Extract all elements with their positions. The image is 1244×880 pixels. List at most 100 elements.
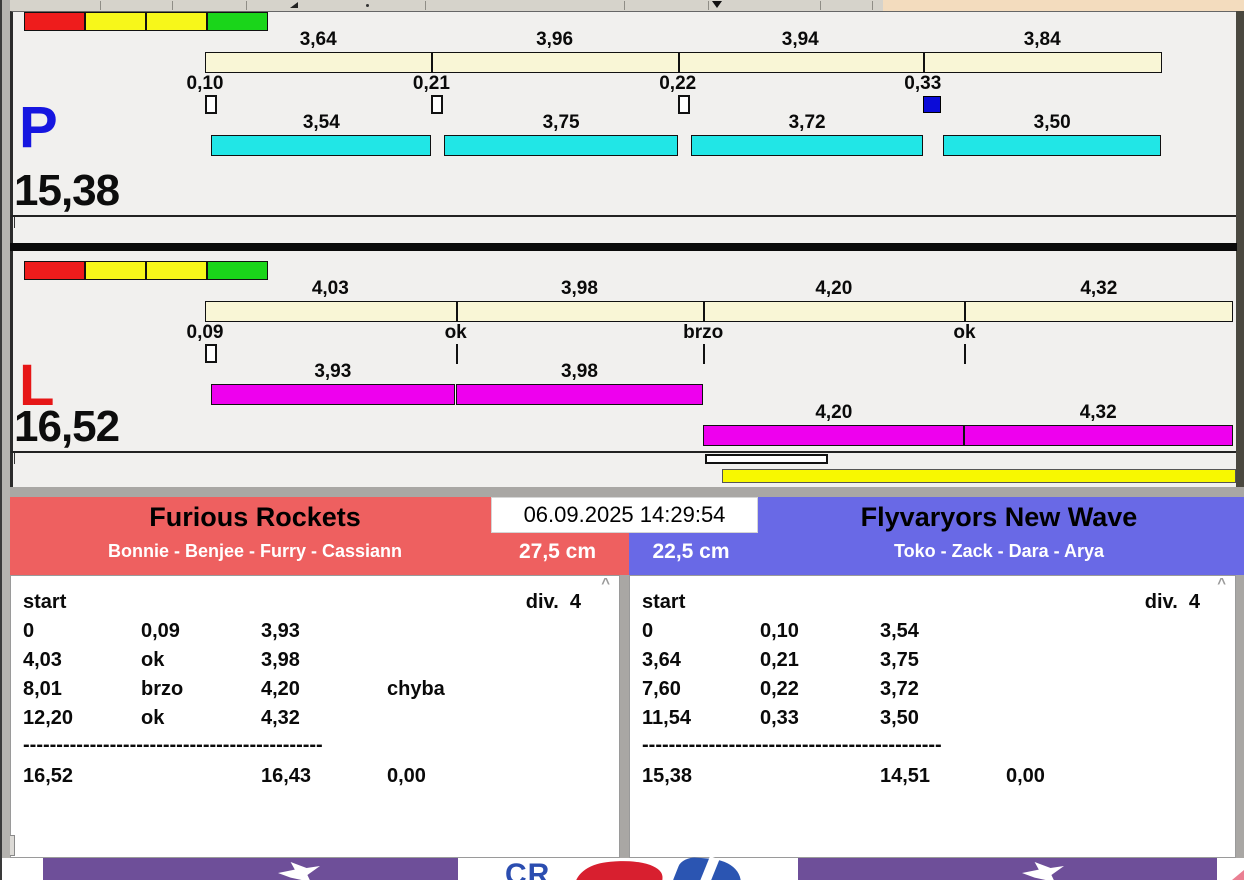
toolbar-wedge-icon xyxy=(290,2,298,8)
pink-corner-shape xyxy=(1232,870,1244,880)
run-time-label: 3,54 xyxy=(302,112,340,133)
gray-band xyxy=(0,487,1244,497)
status-square xyxy=(207,12,268,31)
status-square xyxy=(24,12,85,31)
left-window-edge xyxy=(0,0,2,880)
table-cell: 0,22 xyxy=(760,678,799,700)
marker-label: ok xyxy=(444,322,467,343)
segment-divider xyxy=(455,302,458,321)
split-table-left: ^ start div. 4 0 0,09 3,93 4,03 ok 3,98 8,01 brzo… xyxy=(10,575,620,858)
caret-tick xyxy=(14,453,15,464)
right-window-strip xyxy=(1236,11,1244,487)
marker-label: 0,22 xyxy=(659,73,697,94)
marker-square xyxy=(677,95,690,114)
table-header-start: start xyxy=(23,591,67,613)
table-cell: 3,50 xyxy=(880,707,919,729)
table-cell: 3,98 xyxy=(261,649,300,671)
scroll-up-arrow[interactable]: ^ xyxy=(1217,575,1226,592)
lane-underline xyxy=(11,451,1236,453)
table-total-cell: 14,51 xyxy=(880,765,931,787)
table-cell: 0,21 xyxy=(760,649,799,671)
table-cell: 4,20 xyxy=(261,678,300,700)
table-cell: 3,54 xyxy=(880,620,919,642)
team-left-members: Bonnie - Benjee - Furry - Cassiann xyxy=(107,541,403,561)
caret-tick xyxy=(14,217,15,228)
toolbar-separator xyxy=(820,1,821,10)
table-header-division: div. 4 xyxy=(525,591,581,613)
toolbar-separator xyxy=(172,1,173,10)
table-cell: 3,75 xyxy=(880,649,919,671)
table-cell: 8,01 xyxy=(23,678,62,700)
outline-bar xyxy=(705,454,829,464)
segment-total-bar xyxy=(205,301,1234,322)
lane-total: 15,38 xyxy=(14,166,120,215)
segment-time-label: 4,20 xyxy=(815,278,853,299)
table-total-cell: 16,52 xyxy=(23,765,74,787)
table-separator: ----------------------------------------… xyxy=(642,734,942,756)
run-bar xyxy=(211,135,432,156)
run-bar xyxy=(444,135,678,156)
table-header-division: div. 4 xyxy=(1144,591,1200,613)
run-bar xyxy=(963,425,1233,446)
run-time-label: 3,98 xyxy=(560,361,598,382)
split-table-right: ^ start div. 4 0 0,10 3,54 3,64 0,21 3,75 7,60 0,… xyxy=(629,575,1236,858)
timestamp-box: 06.09.2025 14:29:54 xyxy=(491,497,758,533)
run-time-label: 4,32 xyxy=(1079,402,1117,423)
table-cell: 11,54 xyxy=(642,707,691,729)
table-total-cell: 0,00 xyxy=(387,765,426,787)
status-square xyxy=(24,261,85,280)
table-cell: chyba xyxy=(387,678,445,700)
lane-letter: P xyxy=(19,95,58,160)
toolbar-separator xyxy=(100,1,101,10)
purple-banner-left xyxy=(43,858,458,880)
status-square xyxy=(207,261,268,280)
dove-icon xyxy=(1022,862,1064,880)
run-time-label: 3,93 xyxy=(314,361,352,382)
table-cell: 0,33 xyxy=(760,707,799,729)
run-bar xyxy=(703,425,965,446)
table-cell: 3,64 xyxy=(642,649,681,671)
team-left-name: Furious Rockets xyxy=(149,502,361,532)
yellow-bar xyxy=(721,469,1237,483)
toolbar-separator xyxy=(425,1,426,10)
lane-underline xyxy=(11,215,1236,217)
table-cell: 7,60 xyxy=(642,678,681,700)
run-time-label: 3,50 xyxy=(1033,112,1071,133)
toolbar-dropdown-icon[interactable] xyxy=(712,1,722,8)
purple-banner-right xyxy=(798,858,1217,880)
segment-divider xyxy=(964,302,967,321)
table-total-cell: 15,38 xyxy=(642,765,693,787)
table-total-cell: 0,00 xyxy=(1006,765,1045,787)
segment-time-label: 3,96 xyxy=(536,29,574,50)
team-right-members: Toko - Zack - Dara - Arya xyxy=(893,541,1105,561)
marker-label: brzo xyxy=(683,322,724,343)
segment-divider xyxy=(703,302,706,321)
marker-tick xyxy=(455,344,458,364)
status-square xyxy=(85,261,146,280)
table-cell: 0 xyxy=(23,620,35,642)
toolbar-peach-area xyxy=(883,0,1244,11)
marker-label: 0,21 xyxy=(412,73,450,94)
table-cell: ok xyxy=(141,707,165,729)
toolbar-separator xyxy=(246,1,247,10)
run-bar xyxy=(691,135,923,156)
toolbar-dot-icon xyxy=(366,4,369,7)
run-time-label: 3,75 xyxy=(542,112,580,133)
segment-divider xyxy=(922,53,925,72)
marker-tick xyxy=(703,344,706,364)
table-cell: ok xyxy=(141,649,165,671)
table-separator: ----------------------------------------… xyxy=(23,734,323,756)
table-cell: 0 xyxy=(642,620,654,642)
marker-label: 0,33 xyxy=(904,73,942,94)
table-cell: 12,20 xyxy=(23,707,74,729)
lane-divider-bar xyxy=(10,243,1237,251)
segment-total-bar xyxy=(205,52,1162,73)
team-right-textblock: Flyvaryors New Wave Toko - Zack - Dara -… xyxy=(758,502,1240,561)
marker-label: ok xyxy=(953,322,976,343)
toolbar-separator xyxy=(708,1,709,10)
table-cell: 0,09 xyxy=(141,620,180,642)
lane-total: 16,52 xyxy=(14,402,120,451)
cr-logo-map-shape xyxy=(572,856,666,880)
scroll-up-arrow[interactable]: ^ xyxy=(601,575,610,592)
